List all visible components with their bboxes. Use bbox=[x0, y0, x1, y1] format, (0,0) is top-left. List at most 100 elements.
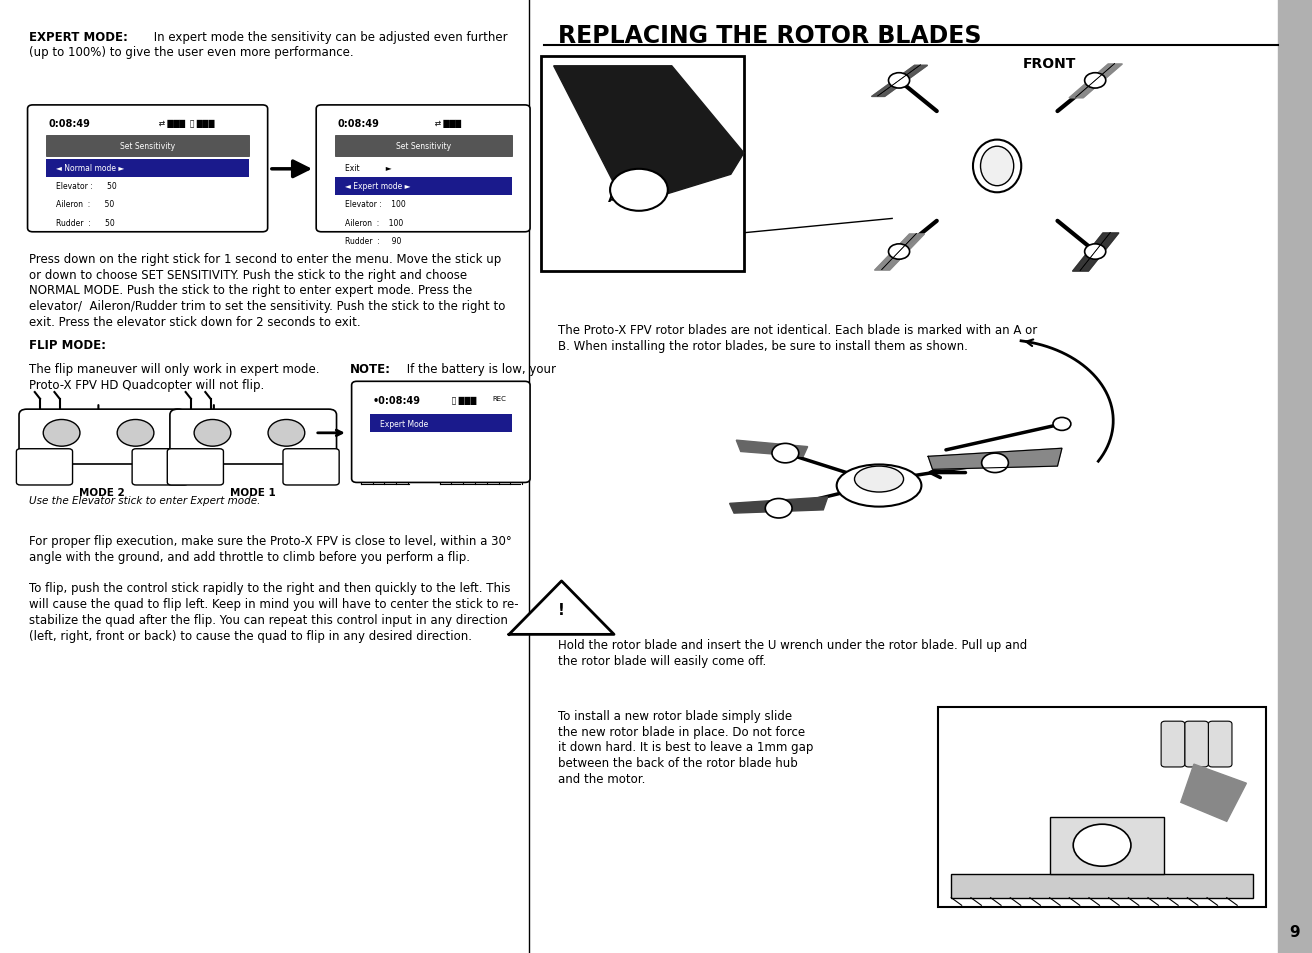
Polygon shape bbox=[729, 497, 828, 514]
Circle shape bbox=[1073, 824, 1131, 866]
Text: Hold the rotor blade and insert the U wrench under the rotor blade. Pull up and: Hold the rotor blade and insert the U wr… bbox=[558, 639, 1027, 652]
Circle shape bbox=[610, 170, 668, 212]
Polygon shape bbox=[1181, 764, 1246, 821]
Text: 0:08:49: 0:08:49 bbox=[337, 119, 379, 129]
FancyBboxPatch shape bbox=[28, 106, 268, 233]
Text: ◄ Expert mode ►: ◄ Expert mode ► bbox=[345, 182, 411, 192]
Bar bbox=[46, 159, 249, 177]
FancyBboxPatch shape bbox=[133, 449, 189, 485]
Text: The flip maneuver will only work in expert mode.: The flip maneuver will only work in expe… bbox=[29, 362, 323, 375]
Circle shape bbox=[1085, 73, 1106, 89]
FancyBboxPatch shape bbox=[1185, 721, 1208, 767]
Text: To flip, push the control stick rapidly to the right and then quickly to the lef: To flip, push the control stick rapidly … bbox=[29, 581, 510, 595]
Ellipse shape bbox=[974, 140, 1021, 193]
Text: stabilize the quad after the flip. You can repeat this control input in any dire: stabilize the quad after the flip. You c… bbox=[29, 613, 508, 626]
Circle shape bbox=[888, 245, 909, 260]
FancyBboxPatch shape bbox=[352, 382, 530, 483]
Text: Aileron  :    100: Aileron : 100 bbox=[345, 218, 403, 228]
Text: and the motor.: and the motor. bbox=[558, 772, 646, 785]
Polygon shape bbox=[554, 67, 744, 208]
Text: If the battery is low, your: If the battery is low, your bbox=[403, 362, 556, 375]
Text: NORMAL MODE. Push the stick to the right to enter expert mode. Press the: NORMAL MODE. Push the stick to the right… bbox=[29, 284, 472, 297]
Circle shape bbox=[765, 499, 792, 518]
Polygon shape bbox=[928, 449, 1061, 470]
Bar bbox=[938, 707, 1266, 907]
Text: Exit           ►: Exit ► bbox=[345, 164, 392, 173]
Text: FLIP MODE:: FLIP MODE: bbox=[29, 339, 106, 352]
Text: !: ! bbox=[558, 602, 565, 618]
Text: ⇄ ███  ⎕ ███: ⇄ ███ ⎕ ███ bbox=[155, 119, 215, 128]
Bar bbox=[541, 57, 744, 272]
Text: the new rotor blade in place. Do not force: the new rotor blade in place. Do not for… bbox=[558, 724, 804, 738]
Text: NOTE:: NOTE: bbox=[350, 362, 391, 375]
Text: ⎕ ███: ⎕ ███ bbox=[447, 395, 476, 404]
Text: Elevator :    100: Elevator : 100 bbox=[345, 200, 405, 210]
Text: ◄ Normal mode ►: ◄ Normal mode ► bbox=[56, 164, 125, 173]
Ellipse shape bbox=[980, 147, 1014, 187]
Circle shape bbox=[981, 454, 1009, 473]
Text: A: A bbox=[607, 192, 618, 205]
Text: or down to choose SET SENSITIVITY. Push the stick to the right and choose: or down to choose SET SENSITIVITY. Push … bbox=[29, 269, 467, 281]
Text: elevator/  Aileron/Rudder trim to set the sensitivity. Push the stick to the rig: elevator/ Aileron/Rudder trim to set the… bbox=[29, 299, 505, 313]
Circle shape bbox=[117, 420, 154, 447]
Text: In expert mode the sensitivity can be adjusted even further: In expert mode the sensitivity can be ad… bbox=[150, 30, 508, 44]
Polygon shape bbox=[509, 581, 614, 635]
Circle shape bbox=[43, 420, 80, 447]
Bar bbox=[951, 874, 1253, 898]
FancyBboxPatch shape bbox=[18, 410, 186, 464]
Text: EXPERT MODE:: EXPERT MODE: bbox=[29, 30, 127, 44]
Text: REPLACING THE ROTOR BLADES: REPLACING THE ROTOR BLADES bbox=[558, 24, 981, 48]
Bar bbox=[335, 136, 512, 157]
Polygon shape bbox=[736, 440, 808, 456]
Text: Set Sensitivity: Set Sensitivity bbox=[395, 142, 451, 152]
Text: Proto-X FPV HD Quadcopter will not flip.: Proto-X FPV HD Quadcopter will not flip. bbox=[29, 378, 264, 392]
Text: (up to 100%) to give the user even more performance.: (up to 100%) to give the user even more … bbox=[29, 47, 353, 59]
Text: ⇄ ███: ⇄ ███ bbox=[430, 119, 461, 128]
Text: angle with the ground, and add throttle to climb before you perform a flip.: angle with the ground, and add throttle … bbox=[29, 550, 470, 563]
Text: 0:08:49: 0:08:49 bbox=[49, 119, 91, 129]
Circle shape bbox=[268, 420, 304, 447]
Text: Rudder  :     90: Rudder : 90 bbox=[345, 236, 401, 246]
Text: 9: 9 bbox=[1290, 923, 1300, 939]
FancyBboxPatch shape bbox=[316, 106, 530, 233]
FancyBboxPatch shape bbox=[1208, 721, 1232, 767]
Text: Rudder  :      50: Rudder : 50 bbox=[56, 218, 115, 228]
Text: exit. Press the elevator stick down for 2 seconds to exit.: exit. Press the elevator stick down for … bbox=[29, 315, 361, 329]
Bar bbox=[335, 177, 512, 195]
Ellipse shape bbox=[837, 465, 921, 507]
Text: Set Sensitivity: Set Sensitivity bbox=[119, 142, 176, 152]
Circle shape bbox=[1054, 418, 1071, 431]
Text: it down hard. It is best to leave a 1mm gap: it down hard. It is best to leave a 1mm … bbox=[558, 740, 813, 754]
Text: REC: REC bbox=[492, 395, 506, 401]
FancyBboxPatch shape bbox=[171, 410, 336, 464]
Circle shape bbox=[194, 420, 231, 447]
FancyBboxPatch shape bbox=[168, 449, 223, 485]
Bar bbox=[370, 415, 512, 433]
Text: •0:08:49: •0:08:49 bbox=[373, 395, 421, 405]
Text: MODE 2: MODE 2 bbox=[80, 487, 125, 497]
Text: the rotor blade will easily come off.: the rotor blade will easily come off. bbox=[558, 655, 766, 667]
FancyBboxPatch shape bbox=[1161, 721, 1185, 767]
Text: B. When installing the rotor blades, be sure to install them as shown.: B. When installing the rotor blades, be … bbox=[558, 339, 967, 353]
Text: Expert Mode: Expert Mode bbox=[380, 419, 429, 428]
Text: (left, right, front or back) to cause the quad to flip in any desired direction.: (left, right, front or back) to cause th… bbox=[29, 629, 472, 642]
Circle shape bbox=[771, 444, 799, 463]
Text: The Proto-X FPV rotor blades are not identical. Each blade is marked with an A o: The Proto-X FPV rotor blades are not ide… bbox=[558, 324, 1036, 337]
Circle shape bbox=[1085, 245, 1106, 260]
Bar bbox=[46, 136, 249, 157]
FancyBboxPatch shape bbox=[283, 449, 338, 485]
Ellipse shape bbox=[854, 467, 904, 493]
Text: between the back of the rotor blade hub: between the back of the rotor blade hub bbox=[558, 757, 798, 769]
Text: For proper flip execution, make sure the Proto-X FPV is close to level, within a: For proper flip execution, make sure the… bbox=[29, 535, 512, 548]
Text: MODE 1: MODE 1 bbox=[231, 487, 276, 497]
Text: To install a new rotor blade simply slide: To install a new rotor blade simply slid… bbox=[558, 709, 791, 722]
Text: Use the Elevator stick to enter Expert mode.: Use the Elevator stick to enter Expert m… bbox=[29, 496, 260, 505]
Bar bbox=[1278, 0, 1312, 953]
Text: will cause the quad to flip left. Keep in mind you will have to center the stick: will cause the quad to flip left. Keep i… bbox=[29, 598, 518, 611]
Text: Aileron  :      50: Aileron : 50 bbox=[56, 200, 114, 210]
Text: FRONT: FRONT bbox=[1023, 57, 1076, 71]
Circle shape bbox=[888, 73, 909, 89]
Bar bbox=[1050, 817, 1165, 874]
Text: Press down on the right stick for 1 second to enter the menu. Move the stick up: Press down on the right stick for 1 seco… bbox=[29, 253, 501, 266]
Text: Elevator :      50: Elevator : 50 bbox=[56, 182, 117, 192]
